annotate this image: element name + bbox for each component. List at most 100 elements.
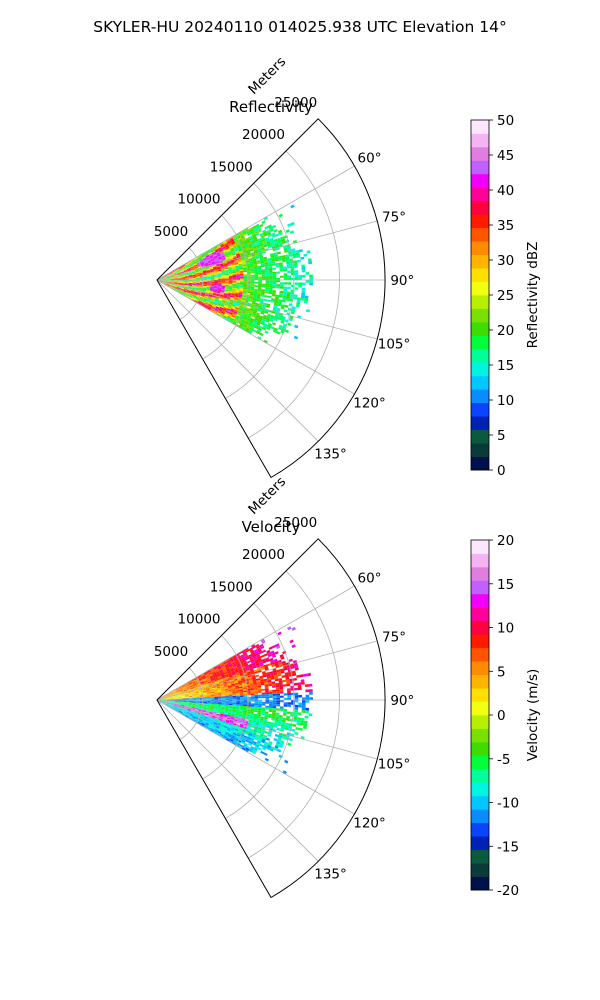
radar-cell (208, 673, 213, 676)
radar-cell (281, 255, 286, 258)
radar-cell (185, 294, 189, 297)
radar-cell (234, 249, 239, 252)
radar-cell (191, 718, 195, 721)
radar-cell (220, 711, 225, 714)
radar-cell (181, 273, 185, 275)
radar-cell (264, 268, 269, 271)
radar-cell (211, 298, 215, 301)
radar-cell (260, 292, 265, 296)
radar-cell (186, 292, 190, 295)
radar-cell (172, 269, 176, 272)
radar-cell (185, 702, 189, 703)
radar-cell (209, 687, 214, 689)
radar-cell (272, 704, 277, 707)
radar-cell (205, 291, 210, 293)
radar-cell (254, 241, 259, 245)
radar-cell (188, 704, 193, 706)
radar-cell (215, 680, 219, 683)
radar-cell (206, 719, 211, 722)
radar-cell (242, 325, 247, 330)
radar-cell (177, 278, 182, 280)
radar-cell (268, 740, 273, 745)
radar-cell (227, 251, 232, 255)
radar-cell (198, 299, 203, 302)
radar-cell (217, 267, 221, 270)
radar-cell (214, 720, 218, 724)
radar-cell (230, 659, 235, 663)
radar-cell (291, 670, 296, 674)
radar-cell (290, 311, 295, 315)
radar-cell (203, 283, 207, 285)
radar-cell (169, 286, 173, 288)
colorbar-swatch (471, 566, 489, 581)
radar-cell (180, 691, 184, 693)
radar-cell (229, 675, 233, 678)
radar-cell (203, 280, 208, 282)
radar-cell (231, 293, 236, 296)
radar-cell (173, 274, 178, 277)
radar-cell (217, 666, 222, 669)
radar-cell (260, 245, 265, 249)
radar-cell (265, 707, 269, 710)
radar-cell (236, 697, 240, 699)
radar-cell (212, 672, 217, 676)
radar-cell (188, 261, 192, 264)
radar-cell (196, 697, 200, 699)
radar-cell (192, 295, 197, 298)
radar-cell (236, 272, 240, 275)
radar-cell (195, 691, 200, 693)
radar-cell (276, 280, 281, 283)
radar-cell (252, 259, 257, 262)
radar-cell (248, 733, 253, 737)
radar-cell (271, 683, 276, 686)
radar-cell (188, 272, 192, 274)
colorbar-swatch (471, 254, 489, 269)
radar-cell (207, 283, 211, 285)
radar-cell (248, 749, 253, 753)
radar-cell (184, 693, 189, 696)
colorbar-swatch (471, 321, 489, 336)
radar-cell (174, 702, 178, 704)
radar-cell (247, 696, 251, 699)
radar-cell (264, 711, 269, 714)
radar-cell (269, 696, 273, 698)
radar-cell (234, 240, 239, 244)
colorbar-swatch (471, 580, 489, 595)
radar-cell (257, 685, 262, 688)
radar-cell (269, 228, 274, 232)
radar-cell (225, 299, 230, 303)
radar-cell (276, 237, 281, 241)
radar-cell (277, 723, 282, 727)
radar-cell (208, 252, 212, 255)
radar-cell (222, 728, 227, 731)
radar-cell (185, 278, 189, 279)
radar-cell (221, 689, 225, 691)
radar-cell (202, 288, 207, 290)
radar-cell (209, 254, 213, 257)
radar-cell (260, 731, 265, 735)
radar-cell (261, 740, 266, 744)
radar-cell (234, 715, 239, 718)
radar-cell (162, 695, 167, 698)
radar-cell (264, 262, 269, 265)
radar-cell (163, 279, 167, 280)
radar-cell (296, 719, 301, 723)
radar-cell (297, 687, 302, 691)
radar-cell (250, 317, 255, 321)
radar-cell (175, 688, 180, 691)
radar-cell (234, 738, 239, 741)
radar-cell (276, 645, 281, 649)
radar-cell (231, 711, 236, 714)
radar-cell (159, 279, 164, 280)
radar-cell (187, 709, 191, 712)
radar-cell (191, 679, 195, 682)
radar-cell (190, 267, 195, 269)
radar-cell (222, 736, 227, 740)
radar-cell (231, 670, 235, 673)
radar-cell (263, 717, 268, 720)
radar-cell (223, 682, 228, 685)
radar-cell (217, 273, 222, 275)
radar-cell (225, 675, 229, 678)
radar-cell (274, 718, 279, 722)
radar-cell (268, 713, 272, 717)
